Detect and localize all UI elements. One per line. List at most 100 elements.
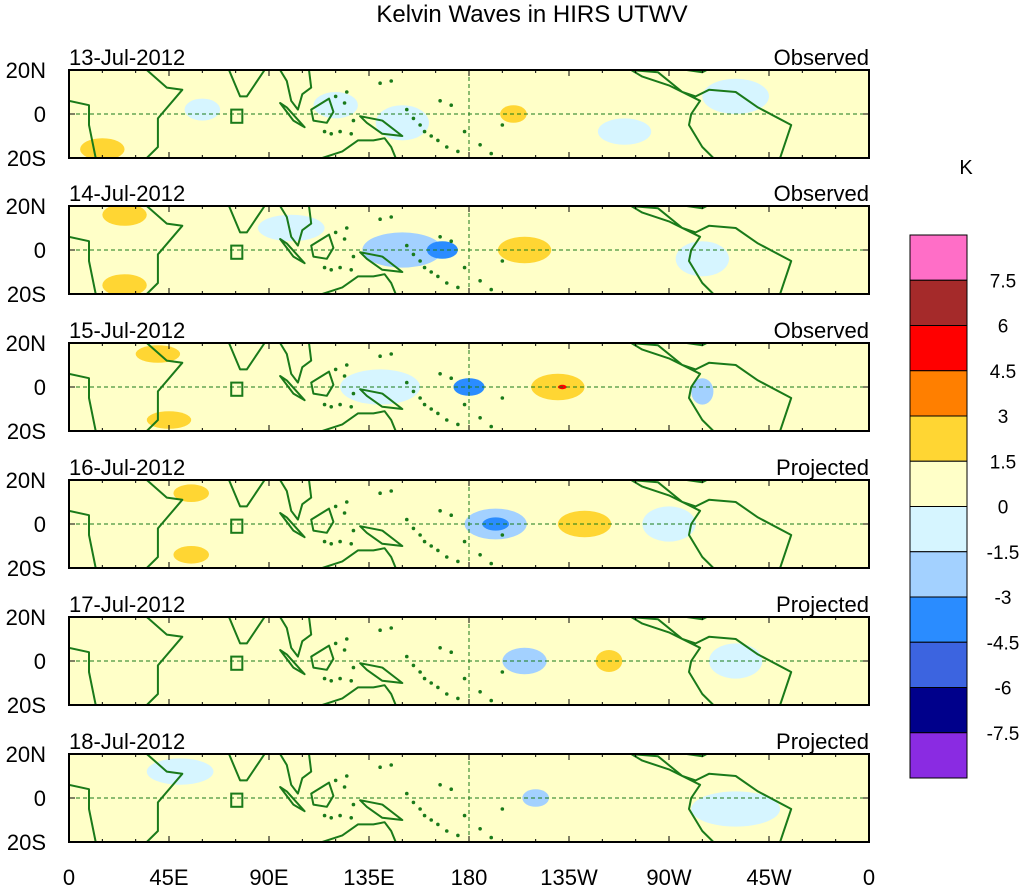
panel-status-label: Projected (776, 729, 869, 754)
island-marker (478, 143, 482, 147)
island-marker (436, 548, 440, 553)
x-tick-label: 45E (149, 865, 188, 887)
island-marker (436, 822, 440, 827)
colorbar-segment (909, 506, 968, 553)
island-marker (422, 129, 427, 134)
y-tick-label: 0 (34, 649, 46, 674)
island-marker (449, 103, 454, 107)
chart-title: Kelvin Waves in HIRS UTWV (376, 1, 687, 28)
island-marker (389, 763, 394, 767)
colorbar-level-label: -3 (995, 588, 1012, 609)
coastline (630, 617, 793, 705)
anomaly-contour (180, 683, 225, 701)
coastline (219, 480, 266, 508)
island-marker (378, 765, 382, 769)
panel: 14-Jul-2012 Observed 20N 0 20S (6, 181, 870, 307)
island-marker (462, 129, 467, 134)
anomaly-contour (302, 650, 347, 664)
coastline (219, 206, 266, 234)
y-tick-label: 20S (7, 556, 46, 581)
coastline (69, 754, 184, 842)
island-marker (389, 352, 394, 356)
island-marker (438, 509, 442, 513)
coastline (279, 206, 313, 247)
island-marker (478, 827, 482, 831)
y-tick-label: 20S (7, 693, 46, 718)
colorbar-segment (909, 370, 968, 417)
island-marker (329, 268, 334, 272)
panel-date-label: 15-Jul-2012 (69, 318, 185, 343)
x-tick-label: 90W (646, 865, 691, 887)
island-marker (462, 676, 467, 681)
island-marker (333, 367, 338, 372)
island-marker (436, 138, 440, 143)
colorbar-segment (909, 551, 968, 598)
coastline (219, 754, 266, 782)
anomaly-contour (675, 241, 729, 277)
island-marker (322, 813, 327, 818)
island-marker (342, 785, 347, 789)
island-marker (333, 641, 338, 646)
coastline (310, 370, 335, 397)
colorbar-level-label: -7.5 (987, 724, 1020, 745)
island-marker (338, 539, 342, 544)
island-marker (349, 816, 354, 820)
x-tick-label: 0 (863, 865, 875, 887)
island-marker (338, 813, 342, 818)
island-marker (329, 679, 334, 683)
panel-date-label: 14-Jul-2012 (69, 181, 185, 206)
coastline (279, 754, 313, 795)
coastline (310, 644, 335, 671)
panel: 13-Jul-2012 Observed 20N 0 20S (6, 45, 870, 171)
colorbar-segment (909, 596, 968, 643)
island-marker (422, 539, 427, 544)
island-marker (378, 628, 382, 632)
coastline (69, 70, 184, 158)
island-marker (462, 402, 467, 407)
y-tick-label: 0 (34, 102, 46, 127)
anomaly-contour (702, 78, 770, 114)
colorbar-level-label: 1.5 (990, 452, 1016, 473)
island-marker (500, 533, 505, 537)
island-marker (462, 813, 467, 818)
island-marker (329, 816, 334, 820)
island-marker (338, 129, 342, 134)
island-marker (438, 646, 442, 650)
coastline (359, 115, 404, 137)
x-tick-label: 45W (746, 865, 791, 887)
island-marker (444, 145, 449, 149)
reference-box (230, 518, 244, 534)
colorbar-unit-label: K (959, 157, 973, 179)
anomaly-contour (173, 484, 210, 503)
island-marker (338, 265, 342, 270)
island-marker (329, 542, 334, 546)
panel: 18-Jul-2012 Projected 20N 0 20S (6, 729, 870, 855)
coastline (279, 102, 306, 129)
island-marker (489, 698, 494, 703)
colorbar: K 7.5 6 4.5 3 1.5 0 -1.5 -3 -4.5 -6 -7.5 (909, 157, 1020, 779)
island-marker (333, 778, 338, 783)
panel-status-label: Projected (776, 592, 869, 617)
y-tick-label: 0 (34, 238, 46, 263)
island-marker (338, 676, 342, 681)
island-marker (344, 774, 349, 778)
island-marker (404, 517, 409, 522)
island-marker (500, 259, 505, 263)
island-marker (462, 265, 467, 270)
island-marker (444, 555, 449, 559)
colorbar-segment (909, 687, 968, 734)
coastline (630, 343, 793, 431)
reference-box (230, 655, 244, 671)
coastline (69, 480, 184, 568)
coastline (310, 233, 335, 260)
coastline (69, 617, 184, 705)
anomaly-contour (240, 380, 276, 394)
colorbar-level-label: -1.5 (987, 543, 1020, 564)
y-tick-label: 20S (7, 282, 46, 307)
island-marker (422, 402, 427, 407)
island-marker (438, 235, 442, 239)
anomaly-contour (217, 243, 254, 257)
panel-status-label: Projected (776, 455, 869, 480)
island-marker (418, 807, 422, 811)
island-marker (349, 405, 354, 409)
